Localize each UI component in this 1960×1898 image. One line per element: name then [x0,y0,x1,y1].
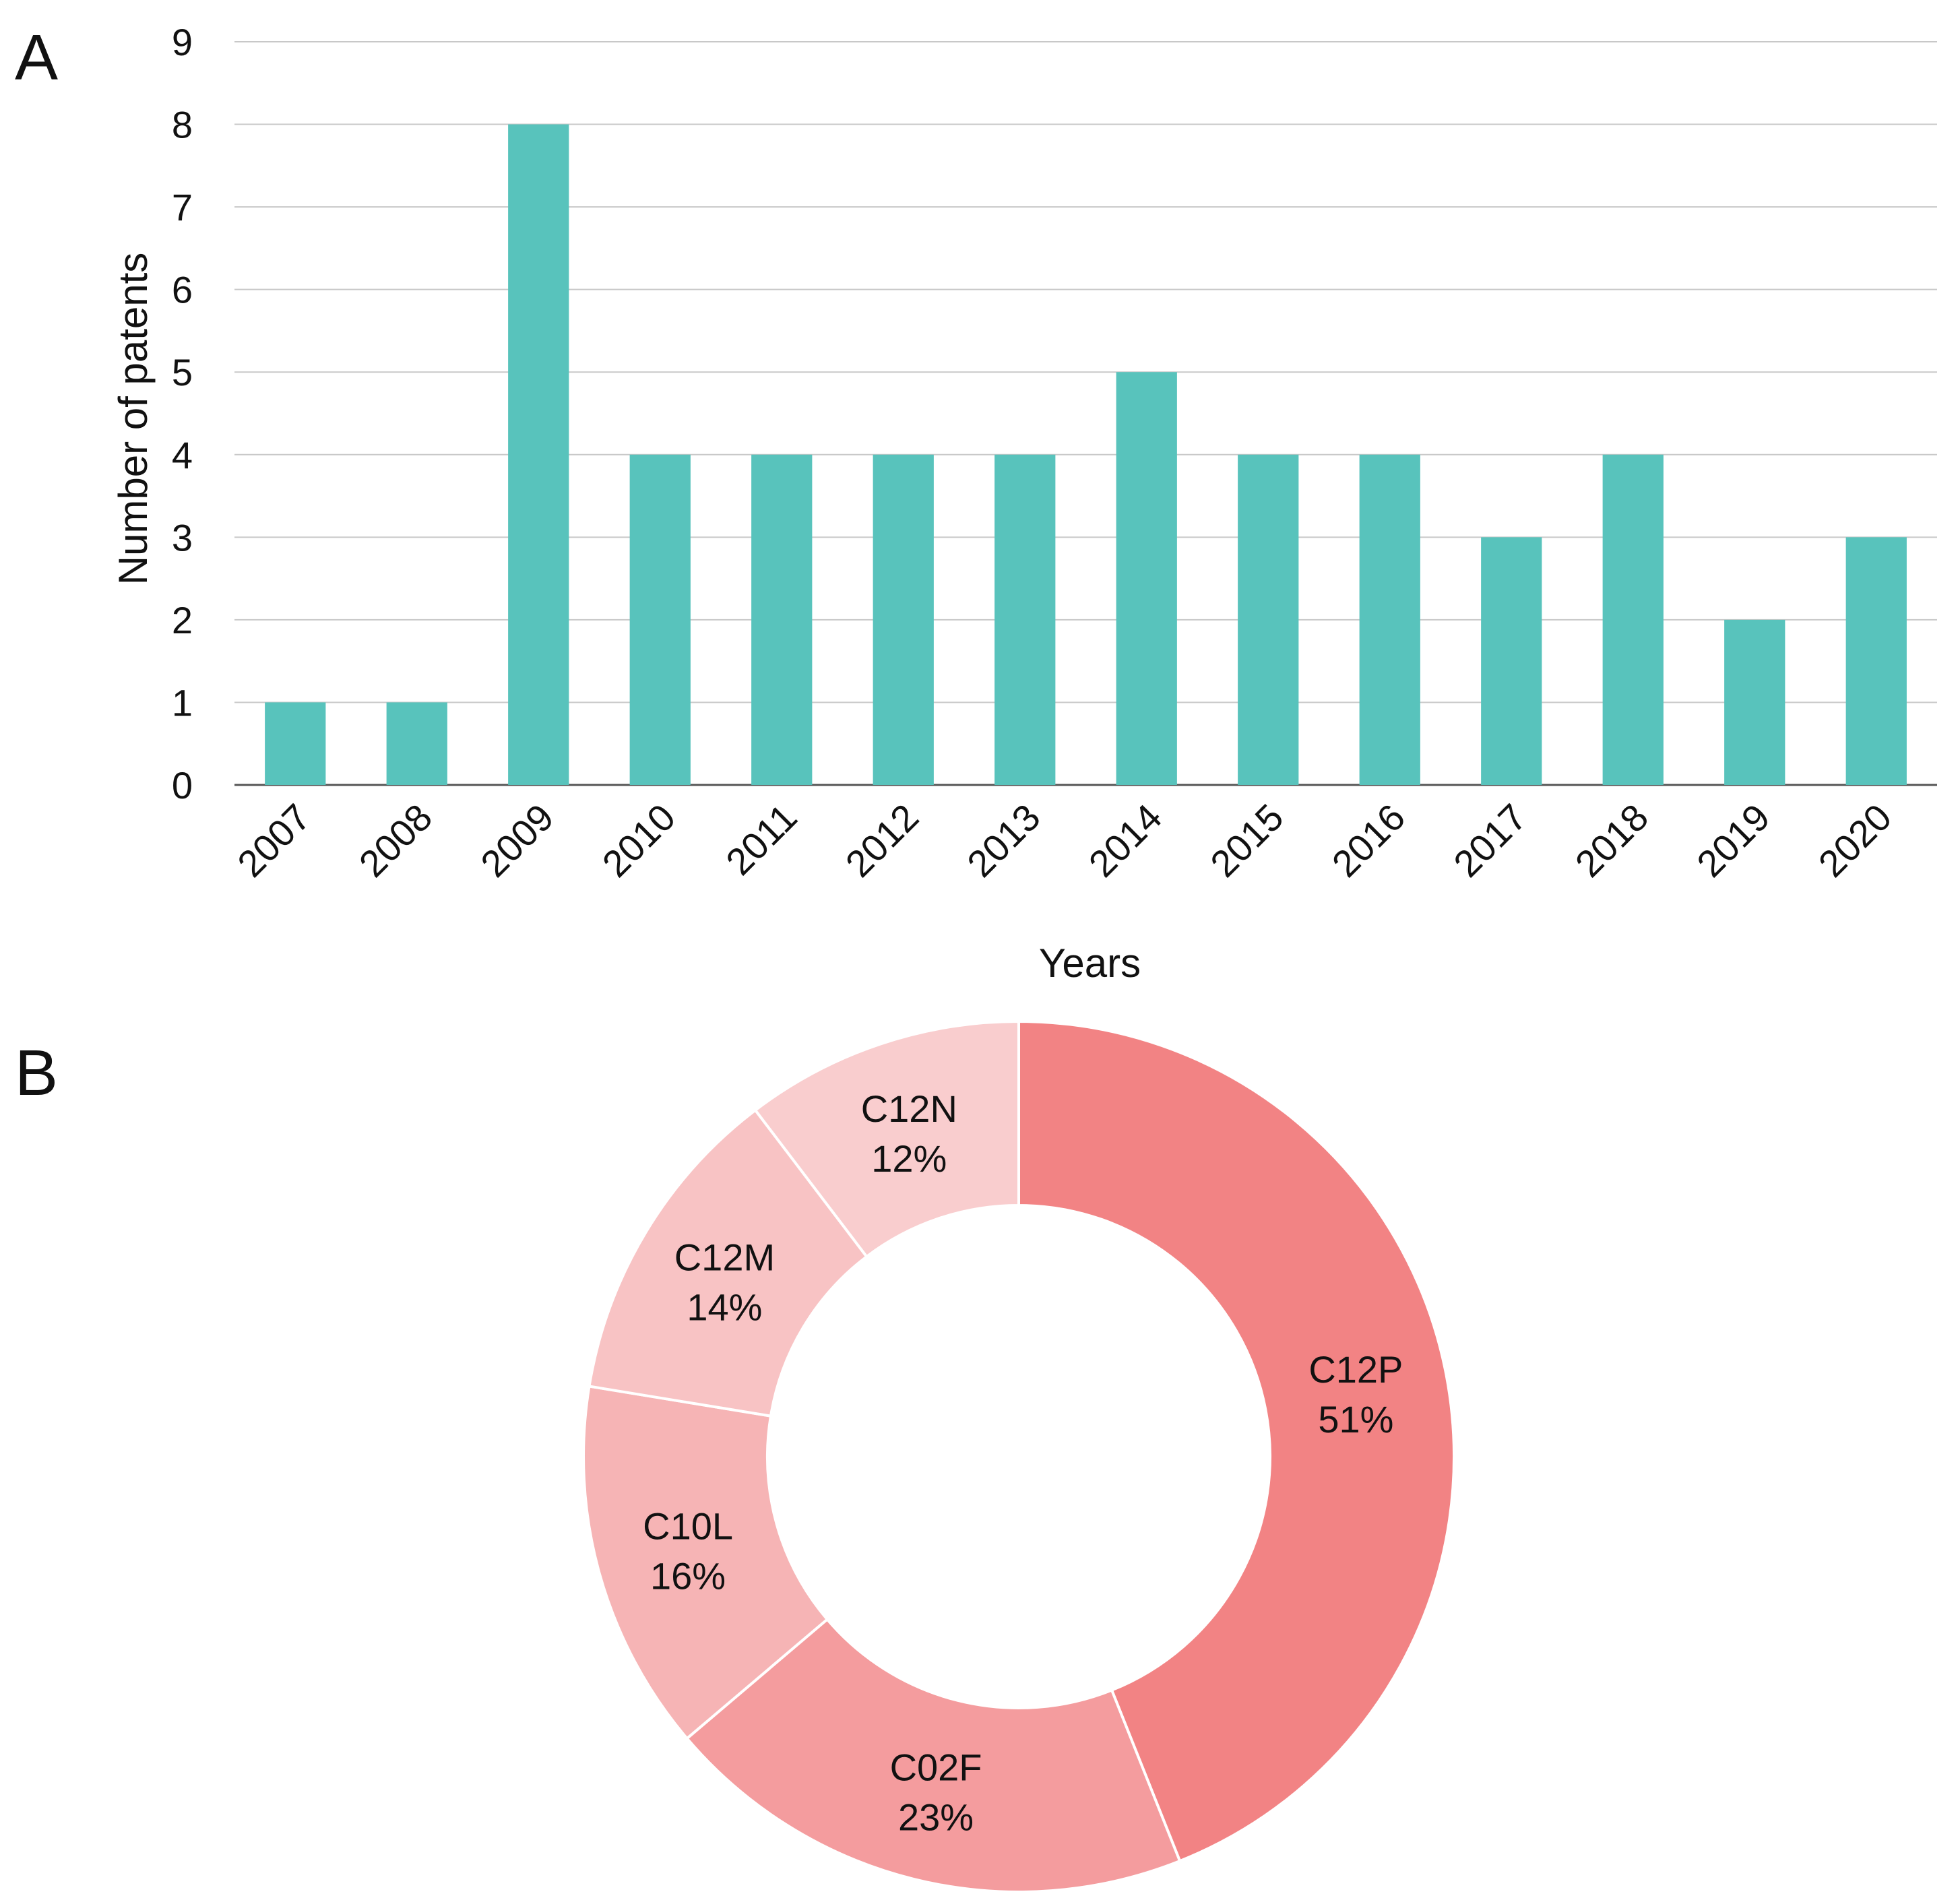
x-tick-label: 2012 [837,796,927,885]
slice-percent: 14% [687,1286,762,1328]
donut-labels: C12P 51% C02F 23% C10L 16% C12M 14% C12N 12% [643,1087,1403,1838]
donut-slices [582,1019,1455,1893]
slice-label: C12N [861,1087,957,1130]
slice-C12M [588,1108,869,1418]
bar-2010 [629,454,691,785]
y-tick-label: 0 [172,764,193,806]
slice-label: C02F [890,1746,982,1788]
x-tick-label: 2017 [1445,796,1535,885]
y-tick-label: 7 [172,186,193,228]
x-tick-label: 2014 [1081,796,1170,885]
slice-label: C12M [674,1236,775,1278]
y-tick-label: 1 [172,681,193,724]
slice-C12N [753,1019,1020,1259]
x-tick-label: 2015 [1202,796,1292,885]
slice-percent: 51% [1318,1398,1393,1441]
y-tick-label: 9 [172,21,193,63]
x-tick-label: 2019 [1688,796,1778,885]
bar-2012 [873,454,934,785]
y-tick-label: 2 [172,599,193,641]
x-tick-label: 2018 [1567,796,1657,885]
donut-chart: C12P 51% C02F 23% C10L 16% C12M 14% C12N 12% [582,1019,1455,1893]
y-tick-label: 8 [172,104,193,146]
bar-2017 [1481,537,1542,785]
gridlines [234,41,1937,786]
x-tick-label: 2020 [1810,796,1900,885]
bar-2020 [1845,537,1907,785]
bar-2011 [751,454,813,785]
x-tick-label: 2013 [959,796,1048,885]
x-tick-label: 2007 [229,796,319,885]
bar-2009 [508,124,569,786]
x-tick-labels: 2007 2008 2009 2010 2011 2012 2013 2014 2015 2016… [229,796,1899,885]
panel-label-b: B [15,1037,58,1109]
y-tick-label: 5 [172,351,193,393]
slice-C10L [582,1385,829,1741]
bar-2014 [1116,372,1177,785]
bar-2013 [994,454,1056,785]
x-tick-label: 2008 [351,796,441,885]
slice-percent: 16% [650,1554,726,1597]
x-axis-title: Years [1039,941,1141,986]
bar-2008 [386,702,447,785]
slice-percent: 23% [898,1796,974,1838]
x-tick-label: 2009 [472,796,562,885]
x-tick-label: 2011 [718,796,805,883]
bar-2019 [1724,619,1785,785]
bar-2007 [265,702,326,785]
y-tick-label: 4 [172,434,193,476]
x-tick-label: 2016 [1324,796,1414,885]
y-axis-title: Number of patents [110,253,156,586]
slice-C12P [1017,1019,1455,1863]
y-tick-label: 3 [172,516,193,559]
slice-label: C12P [1308,1348,1403,1391]
y-tick-labels: 0 1 2 3 4 5 6 7 8 9 [172,21,193,806]
x-tick-label: 2010 [594,796,684,885]
bars [265,124,1907,786]
panel-label-a: A [15,22,58,94]
bar-2016 [1359,454,1420,785]
slice-percent: 12% [871,1137,947,1180]
slice-label: C10L [643,1505,733,1547]
y-tick-label: 6 [172,269,193,311]
bar-2015 [1238,454,1299,785]
slice-C02F [685,1617,1182,1893]
bar-2018 [1602,454,1664,785]
